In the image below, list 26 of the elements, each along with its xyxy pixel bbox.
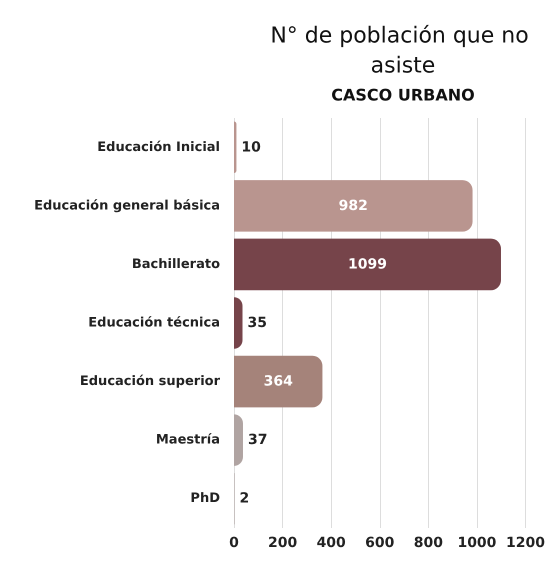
y-tick-label: PhD <box>190 491 220 506</box>
chart-title: N° de población que no asiste <box>270 24 536 78</box>
bar <box>234 356 322 408</box>
data-label: 1099 <box>348 256 387 272</box>
x-tick-label: 600 <box>365 535 395 551</box>
bar <box>234 180 473 232</box>
y-tick-label: Bachillerato <box>132 256 220 272</box>
y-tick-label: Educación general básica <box>34 198 220 214</box>
data-label: 2 <box>239 490 250 507</box>
y-tick-label: Educación Inicial <box>97 140 220 155</box>
data-label: 364 <box>264 374 294 390</box>
y-tick-label: Educación técnica <box>88 316 220 330</box>
data-label: 35 <box>248 315 267 331</box>
y-tick-label: Educación superior <box>80 374 221 390</box>
x-tick-label: 0 <box>229 535 240 551</box>
x-tick-label: 1200 <box>506 535 546 551</box>
chart-subtitle: CASCO URBANO <box>331 86 475 104</box>
x-tick-label: 1000 <box>457 535 497 551</box>
data-label: 10 <box>241 139 262 156</box>
x-tick-label: 400 <box>316 535 346 551</box>
bar <box>234 238 501 290</box>
x-tick-label: 200 <box>268 535 298 551</box>
x-tick-label: 800 <box>414 535 444 551</box>
y-tick-label: Maestría <box>156 432 220 448</box>
data-label: 37 <box>248 432 268 448</box>
data-label: 982 <box>338 198 368 214</box>
